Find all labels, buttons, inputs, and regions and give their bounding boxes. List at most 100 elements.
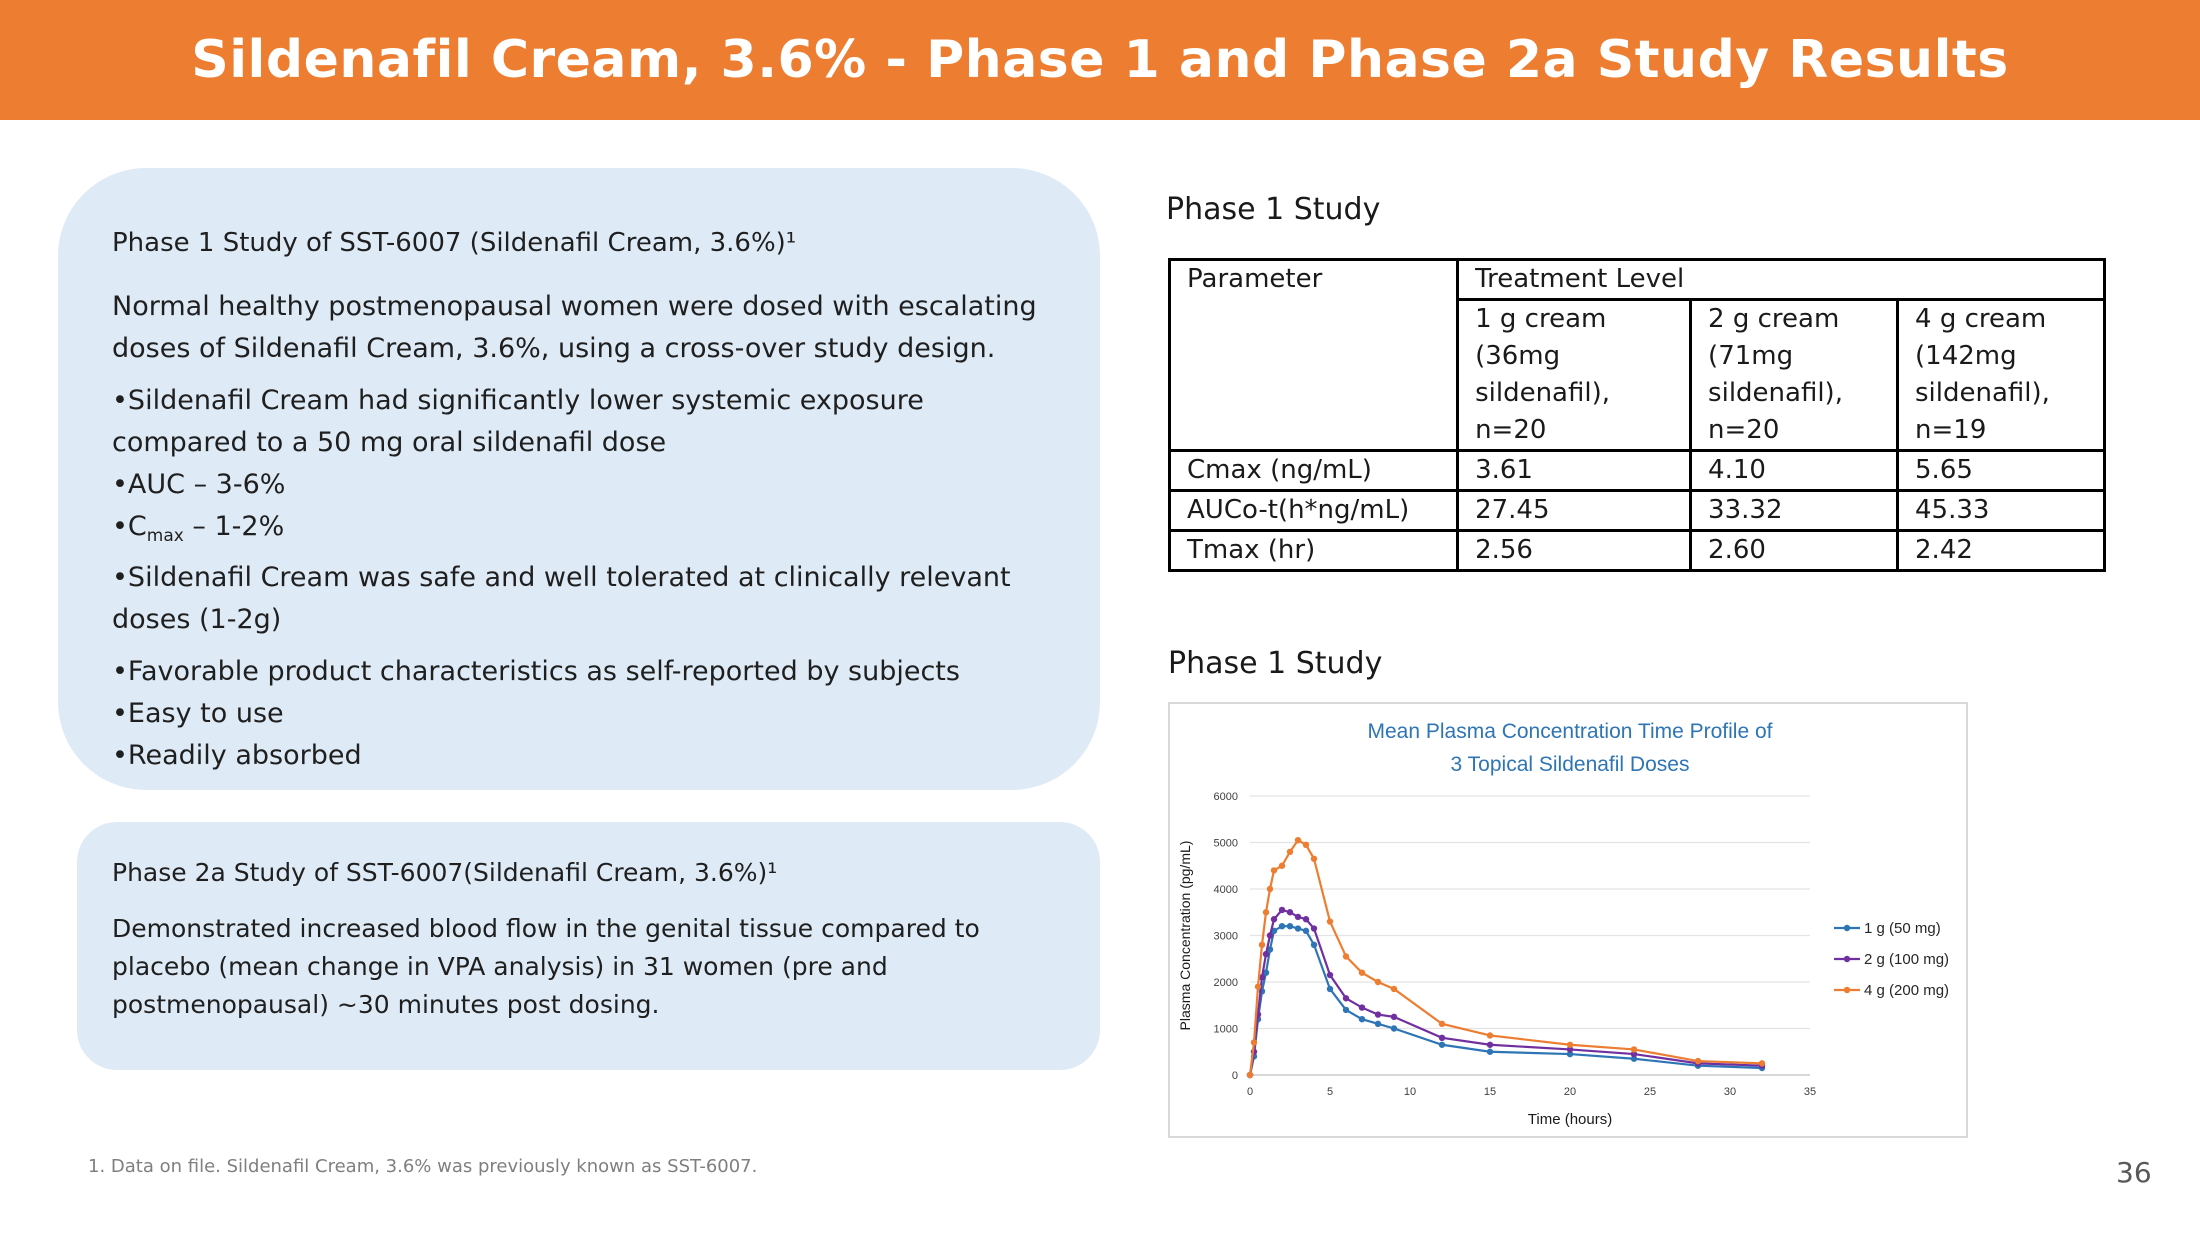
series-3-point-21	[1694, 1057, 1702, 1065]
series-1-point-4	[1262, 969, 1270, 976]
bullet-cmax: •Cmax – 1-2%	[112, 506, 1052, 557]
cmax-1g: 3.61	[1456, 449, 1693, 492]
bullet-favorable: •Favorable product characteristics as se…	[112, 656, 960, 687]
auc-4g: 45.33	[1896, 489, 2106, 532]
parameter-header: Parameter	[1167, 258, 1460, 452]
legend-marker-2	[1843, 955, 1851, 963]
dose-2g-line4: n=20	[1708, 415, 1780, 445]
series-3-point-22	[1758, 1060, 1766, 1067]
series-2-point-8	[1286, 909, 1294, 916]
dose-2g-line2: (71mg	[1708, 341, 1794, 371]
dose-4g-line2: (142mg	[1915, 341, 2017, 371]
series-1-point-12	[1326, 985, 1334, 993]
series-3-point-14	[1358, 969, 1366, 976]
table-header-row: Parameter Treatment Level	[1167, 258, 2106, 452]
y-tick-label-2000: 2000	[1214, 977, 1238, 989]
series-3-point-11	[1310, 855, 1318, 862]
phase1-panel-heading: Phase 1 Study of SST-6007 (Sildenafil Cr…	[112, 228, 797, 258]
dose-header-1g: 1 g cream (36mg sildenafil), n=20	[1456, 298, 1693, 452]
phase1-intro: Normal healthy postmenopausal women were…	[112, 291, 1037, 364]
series-3-point-20	[1630, 1046, 1638, 1053]
series-1-point-8	[1286, 923, 1294, 930]
dose-1g-line3: sildenafil),	[1475, 378, 1610, 408]
title-bar: Sildenafil Cream, 3.6% - Phase 1 and Pha…	[0, 0, 2200, 120]
series-3-point-16	[1390, 985, 1398, 993]
series-3-point-19	[1566, 1041, 1574, 1048]
chart-section-heading: Phase 1 Study	[1168, 646, 1383, 681]
series-2-point-10	[1302, 916, 1310, 923]
x-axis-title: Time (hours)	[1528, 1111, 1612, 1128]
series-1-point-20	[1630, 1055, 1638, 1062]
series-3-point-6	[1270, 867, 1278, 874]
dose-header-2g: 2 g cream (71mg sildenafil), n=20	[1689, 298, 1900, 452]
series-2-point-19	[1566, 1046, 1574, 1053]
param-cmax: Cmax (ng/mL)	[1167, 449, 1460, 492]
series-1-point-17	[1438, 1041, 1446, 1048]
cmax-2g: 4.10	[1689, 449, 1900, 492]
series-1-point-18	[1486, 1048, 1494, 1055]
dose-4g-line1: 4 g cream	[1915, 304, 2047, 334]
plasma-concentration-chart: Mean Plasma Concentration Time Profile o…	[1177, 720, 1949, 1128]
cmax-4g: 5.65	[1896, 449, 2106, 492]
tmax-1g: 2.56	[1456, 529, 1693, 572]
y-tick-label-4000: 4000	[1214, 884, 1238, 896]
pk-parameters-table: Parameter Treatment Level 1 g cream (36m…	[1167, 258, 2106, 572]
chart-frame: Mean Plasma Concentration Time Profile o…	[1168, 702, 1968, 1138]
bullet-cmax-prefix: •C	[112, 511, 147, 542]
x-tick-label-5: 5	[1327, 1086, 1333, 1098]
series-3-point-8	[1286, 848, 1294, 855]
dose-1g-line1: 1 g cream	[1475, 304, 1607, 334]
series-2-point-3	[1258, 974, 1266, 981]
series-2-point-6	[1270, 916, 1278, 923]
table-row-cmax: Cmax (ng/mL) 3.61 4.10 5.65	[1167, 449, 2106, 492]
series-2-point-14	[1358, 1004, 1366, 1011]
x-tick-label-35: 35	[1804, 1086, 1816, 1098]
series-3-point-4	[1262, 909, 1270, 916]
param-tmax: Tmax (hr)	[1167, 529, 1460, 572]
dose-1g-line4: n=20	[1475, 415, 1547, 445]
dose-2g-line1: 2 g cream	[1708, 304, 1840, 334]
x-tick-label-15: 15	[1484, 1086, 1496, 1098]
series-1-point-14	[1358, 1016, 1366, 1023]
series-3-point-17	[1438, 1020, 1446, 1028]
series-1-point-7	[1278, 923, 1286, 930]
dose-header-row: 1 g cream (36mg sildenafil), n=20 2 g cr…	[1170, 298, 2106, 452]
series-2-point-12	[1326, 971, 1334, 979]
table-row-auc: AUCo-t(h*ng/mL) 27.45 33.32 45.33	[1167, 489, 2106, 532]
bullet-safety: •Sildenafil Cream was safe and well tole…	[112, 562, 1011, 635]
bullet-readily-absorbed: •Readily absorbed	[112, 740, 362, 771]
series-1-point-9	[1294, 925, 1302, 932]
series-1-point-13	[1342, 1006, 1350, 1014]
slide-title: Sildenafil Cream, 3.6% - Phase 1 and Pha…	[191, 30, 2009, 90]
dose-1g-line2: (36mg	[1475, 341, 1561, 371]
legend-label-1: 1 g (50 mg)	[1864, 920, 1941, 937]
series-2-point-5	[1266, 932, 1274, 939]
y-tick-label-1000: 1000	[1214, 1024, 1238, 1036]
bullet-cmax-subscript: max	[146, 526, 184, 546]
series-3-point-7	[1278, 862, 1286, 869]
y-tick-label-5000: 5000	[1214, 838, 1238, 850]
chart-title-line-2: 3 Topical Sildenafil Doses	[1451, 753, 1690, 776]
y-axis-title: Plasma Concentration (pg/mL)	[1177, 841, 1193, 1031]
series-2-point-7	[1278, 906, 1286, 914]
x-tick-label-20: 20	[1564, 1086, 1576, 1098]
phase1-panel-body: Normal healthy postmenopausal women were…	[112, 286, 1052, 777]
series-line-2	[1248, 908, 1763, 1076]
dose-2g-line3: sildenafil),	[1708, 378, 1843, 408]
legend-marker-1	[1843, 924, 1851, 932]
series-line-1	[1248, 925, 1763, 1076]
series-3-point-10	[1302, 841, 1310, 849]
series-3-point-5	[1266, 885, 1274, 893]
series-2-point-16	[1390, 1013, 1398, 1021]
x-tick-label-30: 30	[1724, 1086, 1736, 1098]
phase1-summary-panel	[58, 168, 1100, 790]
series-2-point-13	[1342, 995, 1350, 1002]
series-3-point-9	[1294, 836, 1302, 844]
legend-label-3: 4 g (200 mg)	[1864, 982, 1949, 999]
series-3-point-18	[1486, 1032, 1494, 1039]
series-2-point-17	[1438, 1034, 1446, 1041]
legend-marker-3	[1843, 986, 1851, 994]
y-tick-label-0: 0	[1232, 1070, 1238, 1082]
series-3-point-0	[1246, 1071, 1254, 1079]
series-2-point-11	[1310, 925, 1318, 932]
